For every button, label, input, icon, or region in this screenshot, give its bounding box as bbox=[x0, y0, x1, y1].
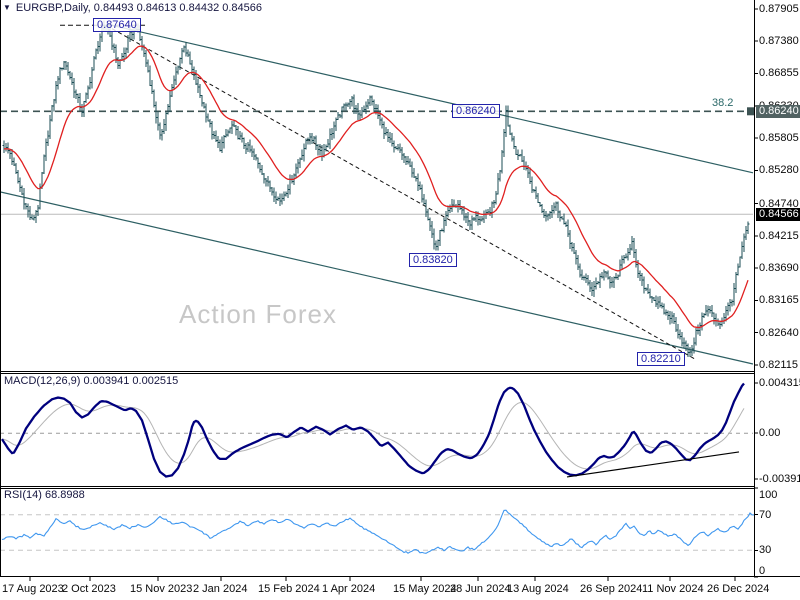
macd-indicator-header: MACD(12,26,9) 0.003941 0.002515 bbox=[4, 375, 179, 387]
collapse-arrow-icon[interactable]: ▼ bbox=[3, 3, 11, 12]
price-axis-label: 0.82640 bbox=[759, 326, 799, 339]
date-axis-label: 28 Jun 2024 bbox=[450, 583, 511, 595]
rsi-axis-label: 70 bbox=[759, 508, 772, 521]
price-axis-label: 0.85805 bbox=[759, 132, 799, 145]
price-axis-label: 0.83165 bbox=[759, 294, 799, 307]
ohlc-values: 0.84493 0.84613 0.84432 0.84566 bbox=[93, 2, 262, 14]
macd-axis-label: -0.003915 bbox=[759, 472, 800, 485]
rsi-axis-label: 30 bbox=[759, 544, 772, 557]
symbol-title: EURGBP,Daily, bbox=[15, 2, 91, 14]
price-axis-label: 0.82115 bbox=[759, 358, 798, 371]
date-axis-label: 15 May 2024 bbox=[393, 583, 457, 595]
price-level-box[interactable]: 0.87640 bbox=[93, 18, 141, 33]
price-level-box[interactable]: 0.83820 bbox=[409, 253, 457, 268]
price-axis-label: 0.84740 bbox=[759, 197, 799, 210]
axis-badge-fib-level: 0.86240 bbox=[756, 104, 800, 118]
price-axis-label: 0.86855 bbox=[759, 67, 799, 80]
date-axis-label: 2 Oct 2023 bbox=[62, 583, 116, 595]
macd-axis-label: 0.004315 bbox=[759, 376, 800, 389]
macd-axis-label: 0.00 bbox=[759, 427, 781, 440]
rsi-axis-label: 100 bbox=[759, 489, 778, 501]
date-axis-label: 26 Sep 2024 bbox=[580, 583, 643, 595]
price-axis-label: 0.84215 bbox=[759, 229, 799, 242]
date-axis-label: 26 Dec 2024 bbox=[707, 583, 770, 595]
price-axis-label: 0.85280 bbox=[759, 164, 799, 177]
rsi-indicator-header: RSI(14) 68.8988 bbox=[4, 489, 85, 501]
date-axis-label: 17 Aug 2023 bbox=[2, 583, 64, 595]
price-level-box[interactable]: 0.86240 bbox=[452, 104, 500, 119]
axis-badge-current-price: 0.84566 bbox=[756, 207, 800, 221]
watermark: Action Forex bbox=[179, 299, 337, 329]
date-axis-label: 2 Jan 2024 bbox=[193, 583, 248, 595]
price-axis-label: 0.83690 bbox=[759, 262, 799, 275]
price-level-box[interactable]: 0.82210 bbox=[637, 352, 685, 367]
rsi-axis-label: 0 bbox=[759, 565, 766, 577]
price-axis-label: 0.87380 bbox=[759, 35, 799, 48]
date-axis-label: 15 Feb 2024 bbox=[258, 583, 320, 595]
date-axis-label: 11 Nov 2024 bbox=[642, 583, 704, 595]
date-axis-label: 1 Apr 2024 bbox=[322, 583, 376, 595]
fib-retracement-label: 38.2 bbox=[712, 97, 734, 110]
date-axis-label: 15 Nov 2023 bbox=[130, 583, 193, 595]
price-axis-label: 0.87905 bbox=[759, 2, 799, 15]
date-axis-label: 13 Aug 2024 bbox=[507, 583, 569, 595]
symbol-header: ▼ EURGBP,Daily, 0.84493 0.84613 0.84432 0… bbox=[3, 2, 262, 14]
